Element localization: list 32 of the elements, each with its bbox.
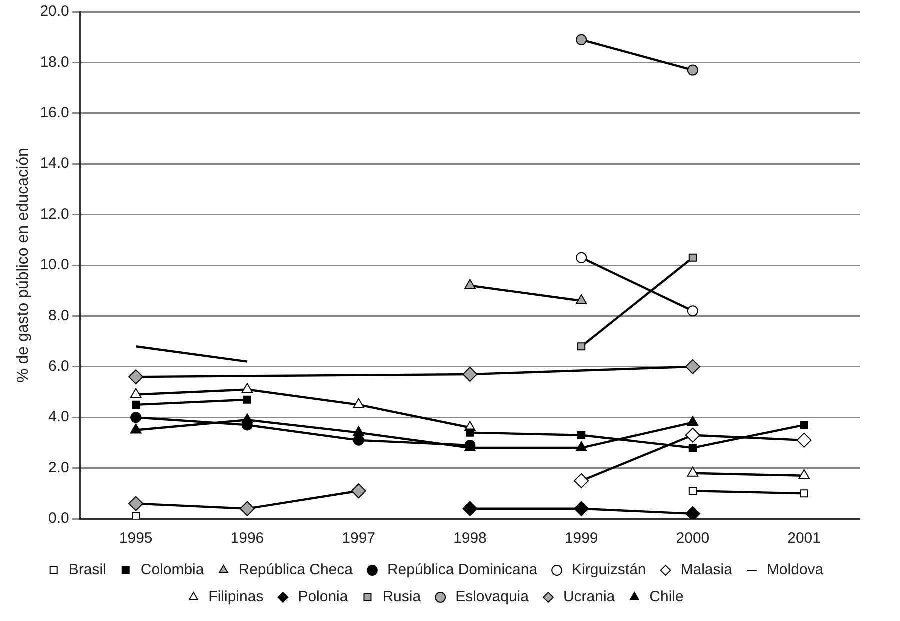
- legend-label: Filipinas: [208, 588, 264, 606]
- y-tick-label: 6.0: [48, 358, 70, 376]
- legend-label: Kirguizstán: [572, 562, 646, 579]
- y-tick-label: 0.0: [48, 510, 70, 528]
- x-tick-label: 2001: [788, 530, 821, 548]
- legend-label: Moldova: [766, 562, 824, 579]
- x-tick-label: 1996: [230, 530, 264, 548]
- legend-label: Chile: [650, 588, 684, 606]
- x-tick-label: 1995: [119, 530, 153, 548]
- y-tick-label: 4.0: [48, 408, 70, 426]
- legend-label: Rusia: [382, 588, 422, 606]
- legend-label: República Dominicana: [387, 562, 538, 579]
- y-tick-label: 20.0: [40, 3, 70, 20]
- legend-label: República Checa: [238, 562, 354, 579]
- y-tick-label: 18.0: [40, 54, 70, 71]
- legend-label: Colombia: [140, 562, 205, 579]
- y-tick-label: 14.0: [40, 155, 70, 172]
- x-tick-label: 1999: [564, 530, 598, 548]
- y-axis-title: % de gasto público en educación: [15, 148, 32, 383]
- x-tick-label: 2000: [676, 530, 710, 548]
- x-tick-label: 1997: [342, 530, 376, 548]
- legend-label: Eslovaquia: [456, 588, 530, 606]
- y-tick-label: 16.0: [40, 104, 70, 122]
- legend-label: Polonia: [298, 588, 349, 606]
- legend-label: Ucrania: [563, 588, 616, 606]
- legend-label: Malasia: [680, 562, 734, 579]
- legend-label: Brasil: [68, 562, 106, 579]
- x-tick-label: 1998: [454, 530, 487, 548]
- y-tick-label: 10.0: [40, 256, 70, 274]
- y-tick-label: 2.0: [48, 459, 70, 476]
- y-tick-label: 8.0: [48, 307, 70, 324]
- y-tick-label: 12.0: [40, 206, 70, 223]
